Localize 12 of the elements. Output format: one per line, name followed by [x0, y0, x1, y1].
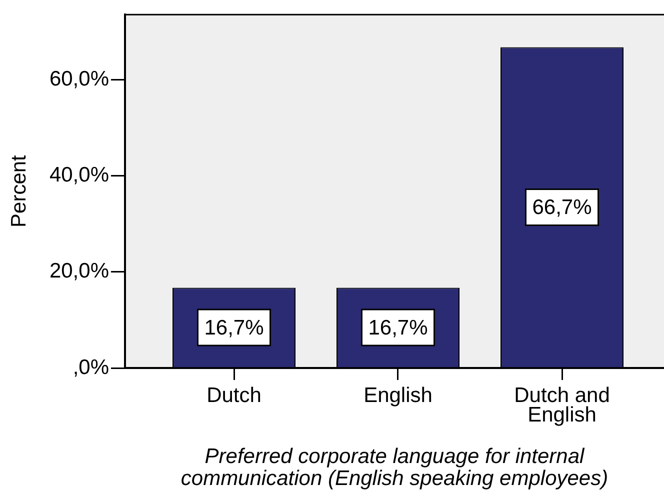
y-tick-label: 60,0% — [49, 67, 109, 90]
y-axis-title: Percent — [7, 154, 30, 228]
data-label: 66,7% — [532, 196, 592, 220]
data-label: 16,7% — [368, 316, 428, 340]
y-tick-label: 40,0% — [49, 163, 109, 186]
y-tick-label: 20,0% — [49, 260, 109, 283]
x-axis-title: Preferred corporate language for internal communication (English speaking employees) — [180, 444, 608, 490]
x-tick-label: English — [364, 384, 432, 407]
data-label: 16,7% — [204, 316, 264, 340]
y-tick-label: ,0% — [72, 356, 109, 379]
x-tick-label: Dutch and English — [514, 384, 610, 427]
x-tick-label: Dutch — [206, 384, 262, 407]
